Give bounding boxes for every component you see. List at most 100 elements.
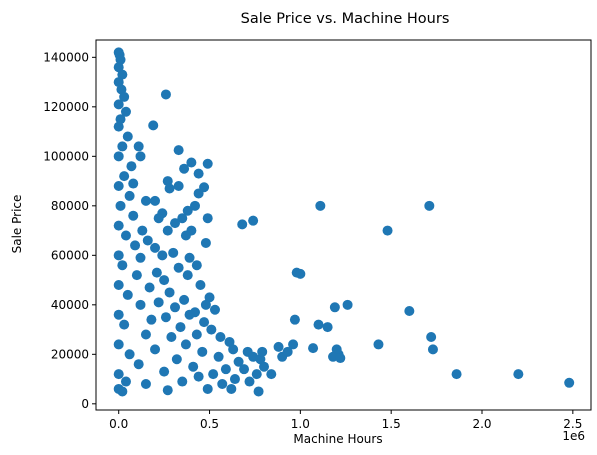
data-point	[113, 99, 124, 110]
data-point	[150, 195, 161, 206]
data-point	[159, 275, 170, 286]
data-point	[229, 374, 240, 385]
x-tick-label: 1.0	[291, 417, 310, 431]
data-point	[119, 319, 130, 330]
data-point	[113, 309, 124, 320]
data-point	[142, 235, 153, 246]
data-point	[224, 336, 235, 347]
data-point	[113, 151, 124, 162]
data-point	[193, 188, 204, 199]
data-point	[135, 299, 146, 310]
data-point	[133, 359, 144, 370]
data-point	[120, 376, 131, 387]
data-point	[148, 120, 159, 131]
x-tick-label: 1.5	[382, 417, 401, 431]
data-point	[119, 91, 130, 102]
data-point	[162, 225, 173, 236]
data-point	[451, 369, 462, 380]
data-point	[237, 219, 248, 230]
data-point	[220, 364, 231, 375]
data-point	[160, 89, 171, 100]
data-point	[266, 369, 277, 380]
data-point	[131, 270, 142, 281]
y-tick-label: 60000	[51, 248, 89, 262]
data-point	[329, 302, 340, 313]
data-point	[120, 230, 131, 241]
plot-frame	[95, 39, 592, 411]
data-point	[117, 69, 128, 80]
data-point	[202, 158, 213, 169]
data-point	[182, 270, 193, 281]
data-point	[113, 220, 124, 231]
data-point	[164, 183, 175, 194]
data-point	[226, 383, 237, 394]
data-point	[157, 250, 168, 261]
data-point	[126, 161, 137, 172]
data-point	[424, 200, 435, 211]
data-point	[204, 292, 215, 303]
data-point	[128, 210, 139, 221]
y-ticks: 0 20000 40000 60000 80000 100000 120000 140000	[43, 50, 96, 411]
data-point	[191, 329, 202, 340]
data-point	[117, 141, 128, 152]
data-point	[170, 218, 181, 229]
data-point	[113, 181, 124, 192]
data-point	[191, 260, 202, 271]
data-point	[202, 213, 213, 224]
data-point	[251, 369, 262, 380]
data-point	[140, 195, 151, 206]
data-point	[150, 344, 161, 355]
data-point	[193, 168, 204, 179]
data-point	[124, 349, 135, 360]
data-point	[153, 213, 164, 224]
data-point	[288, 339, 299, 350]
data-point	[122, 289, 133, 300]
data-point	[113, 62, 124, 73]
y-tick-label: 40000	[51, 298, 89, 312]
data-point	[513, 369, 524, 380]
x-ticks: 0.0 0.5 1.0 1.5 2.0 2.5	[109, 410, 582, 431]
data-point	[308, 343, 319, 354]
data-point	[295, 268, 306, 279]
data-point	[322, 322, 333, 333]
points-layer	[113, 47, 575, 397]
data-point	[137, 225, 148, 236]
data-point	[113, 339, 124, 350]
data-point	[115, 200, 126, 211]
data-point	[259, 361, 270, 372]
data-point	[168, 247, 179, 258]
data-point	[153, 297, 164, 308]
data-point	[213, 351, 224, 362]
data-point	[373, 339, 384, 350]
x-tick-label: 0.0	[109, 417, 128, 431]
data-point	[113, 121, 124, 132]
data-point	[151, 267, 162, 278]
x-tick-label: 2.0	[472, 417, 491, 431]
data-point	[564, 377, 575, 388]
data-point	[180, 230, 191, 241]
data-point	[122, 131, 133, 142]
y-tick-label: 140000	[43, 50, 89, 64]
data-point	[128, 178, 139, 189]
data-point	[200, 299, 211, 310]
data-point	[186, 157, 197, 168]
y-tick-label: 80000	[51, 199, 89, 213]
y-tick-label: 100000	[43, 149, 89, 163]
data-point	[182, 205, 193, 216]
data-point	[184, 252, 195, 263]
data-point	[253, 386, 264, 397]
data-point	[140, 379, 151, 390]
data-point	[282, 346, 293, 357]
data-point	[133, 141, 144, 152]
data-point	[160, 312, 171, 323]
data-point	[113, 280, 124, 291]
data-point	[206, 324, 217, 335]
x-offset-label: 1e6	[562, 429, 585, 443]
data-point	[117, 260, 128, 271]
data-point	[171, 354, 182, 365]
data-point	[164, 287, 175, 298]
data-point	[170, 302, 181, 313]
data-point	[173, 181, 184, 192]
data-point	[177, 376, 188, 387]
data-point	[193, 371, 204, 382]
